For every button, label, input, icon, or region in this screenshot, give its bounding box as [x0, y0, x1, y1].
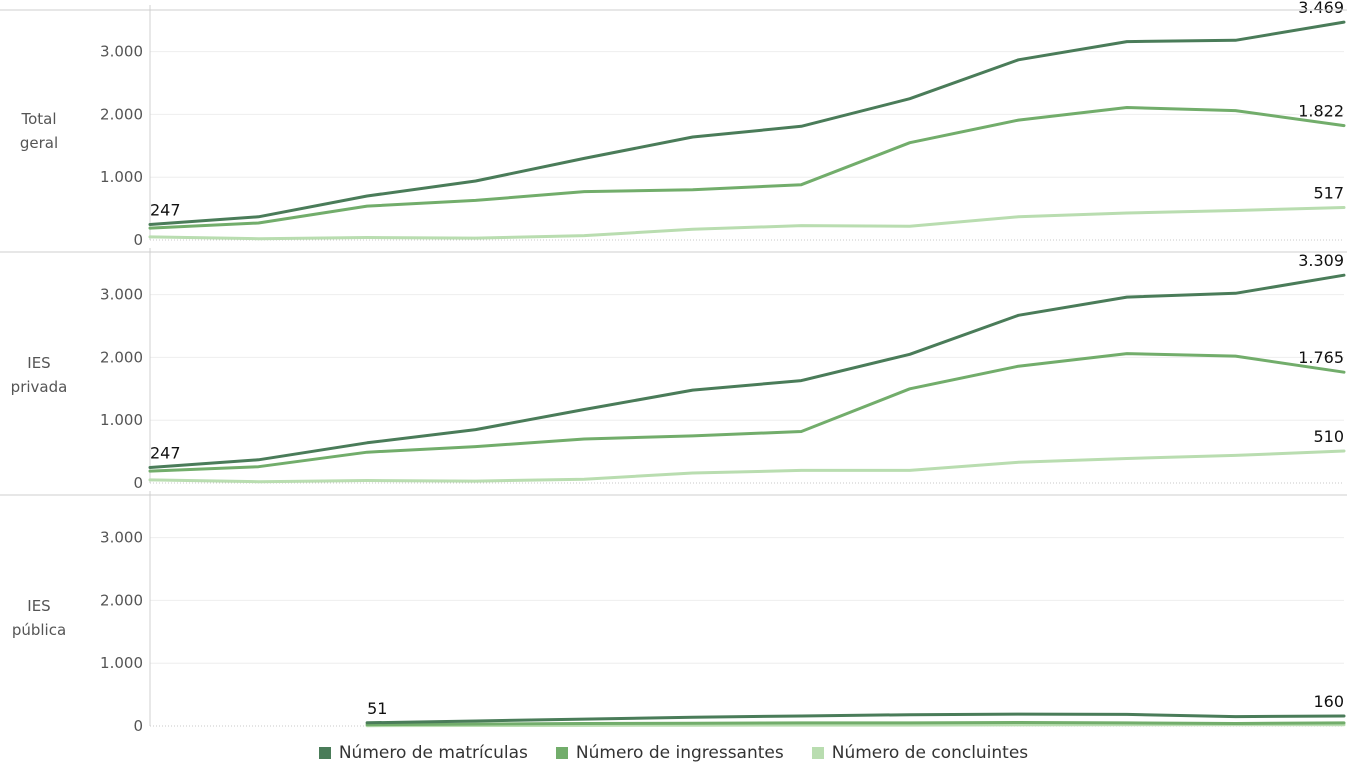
legend-item-concluintes: Número de concluintes [811, 743, 1029, 763]
data-label: 1.765 [1298, 348, 1344, 367]
panel-ies-privada: IES privada 0 1.000 2.000 3.000 247 3.309 1.76… [11, 248, 1346, 492]
row-label-line-2: privada [11, 378, 68, 396]
y-tick-label: 0 [133, 474, 143, 492]
y-tick-label: 3.000 [100, 43, 143, 61]
y-tick-label: 2.000 [100, 105, 143, 123]
legend-label-matriculas: Número de matrículas [338, 743, 528, 763]
legend-swatch-ingressantes [555, 747, 568, 759]
series-line [365, 712, 1346, 725]
data-label: 247 [150, 200, 181, 219]
legend-label-concluintes: Número de concluintes [831, 743, 1029, 763]
y-tick-label: 2.000 [100, 348, 143, 366]
data-label: 510 [1313, 427, 1344, 446]
legend-item-ingressantes: Número de ingressantes [555, 743, 784, 763]
series-line [365, 721, 1346, 727]
series-line [148, 106, 1346, 230]
data-label: 51 [367, 699, 387, 718]
row-label-line-2: geral [20, 134, 58, 152]
data-label: 3.469 [1298, 0, 1344, 17]
row-label-line-1: IES [27, 597, 50, 615]
row-label-line-2: pública [12, 621, 66, 639]
legend-swatch-matriculas [318, 747, 331, 759]
data-label: 1.822 [1298, 102, 1344, 121]
y-tick-label: 1.000 [100, 411, 143, 429]
y-tick-label: 1.000 [100, 654, 143, 672]
legend: Número de matrículas Número de ingressan… [0, 743, 1347, 763]
legend-label-ingressantes: Número de ingressantes [575, 743, 784, 763]
data-label: 517 [1313, 184, 1344, 203]
legend-item-matriculas: Número de matrículas [318, 743, 528, 763]
series-line [148, 273, 1346, 469]
series-line [148, 449, 1346, 484]
y-tick-label: 2.000 [100, 591, 143, 609]
row-label-line-1: IES [27, 354, 50, 372]
y-tick-label: 3.000 [100, 529, 143, 547]
y-tick-label: 3.000 [100, 286, 143, 304]
series-line [148, 20, 1346, 226]
panel-total-geral: Total geral 0 1.000 2.000 3.000 247 3.469 1.82… [20, 0, 1346, 249]
y-tick-label: 0 [133, 231, 143, 249]
data-label: 247 [150, 443, 181, 462]
data-label: 160 [1313, 692, 1344, 711]
data-label: 3.309 [1298, 251, 1344, 270]
y-tick-label: 1.000 [100, 168, 143, 186]
y-tick-label: 0 [133, 717, 143, 735]
legend-swatch-concluintes [811, 747, 824, 759]
series-line [148, 352, 1346, 473]
row-label-line-1: Total [20, 110, 56, 128]
series-line [148, 206, 1346, 241]
panel-ies-publica: IES pública 0 1.000 2.000 3.000 51 160 [12, 491, 1346, 735]
